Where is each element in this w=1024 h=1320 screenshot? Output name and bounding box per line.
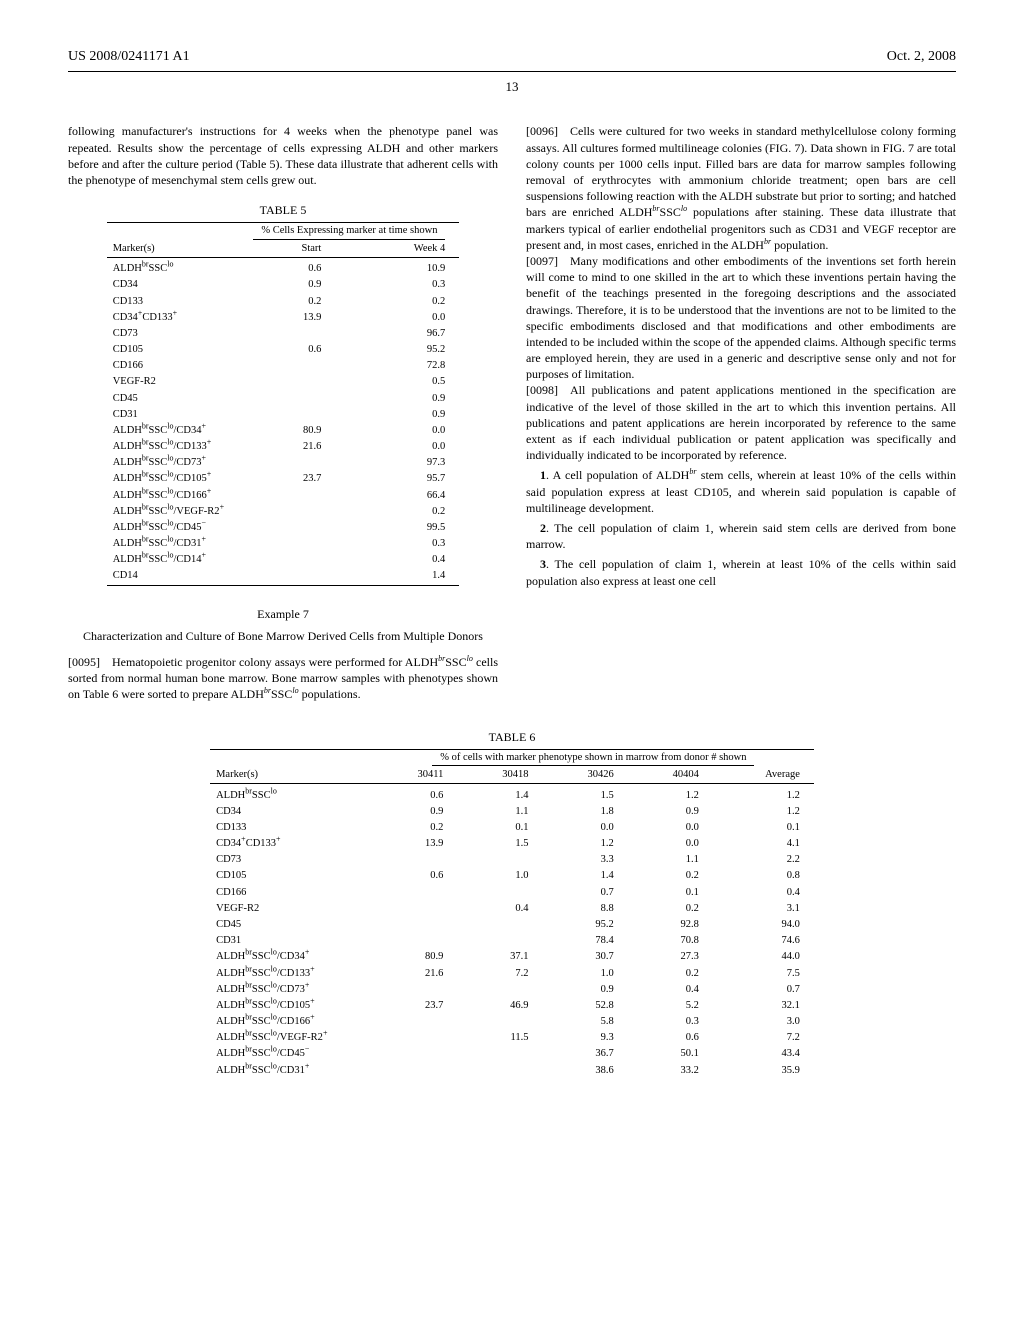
table5: % Cells Expressing marker at time shown … xyxy=(107,222,460,587)
example7-subtitle: Characterization and Culture of Bone Mar… xyxy=(68,628,498,644)
table5-group-header: % Cells Expressing marker at time shown xyxy=(253,224,445,239)
table-row: CD310.9 xyxy=(107,407,460,423)
table5-title: TABLE 5 xyxy=(68,202,498,218)
table6-group-header: % of cells with marker phenotype shown i… xyxy=(432,751,754,766)
claim-2: 2. The cell population of claim 1, where… xyxy=(526,520,956,552)
table-row: CD1330.20.10.00.00.1 xyxy=(210,820,814,836)
table-row: CD34+CD133+13.90.0 xyxy=(107,310,460,326)
table-row: CD450.9 xyxy=(107,391,460,407)
paragraph-0096: [0096] Cells were cultured for two weeks… xyxy=(526,123,956,253)
table-row: ALDHbrSSClo0.61.41.51.21.2 xyxy=(210,788,814,804)
table-row: CD733.31.12.2 xyxy=(210,852,814,868)
table-row: ALDHbrSSClo/VEGF-R2+11.59.30.67.2 xyxy=(210,1030,814,1046)
table-row: ALDHbrSSClo/CD166+66.4 xyxy=(107,488,460,504)
claim-1: 1. A cell population of ALDHbr stem cell… xyxy=(526,467,956,516)
table-row: ALDHbrSSClo/CD31+0.3 xyxy=(107,536,460,552)
table-row: ALDHbrSSClo/CD34+80.937.130.727.344.0 xyxy=(210,949,814,965)
table-row: CD7396.7 xyxy=(107,326,460,342)
table-row: ALDHbrSSClo/CD133+21.60.0 xyxy=(107,439,460,455)
table-row: CD1660.70.10.4 xyxy=(210,885,814,901)
right-column: [0096] Cells were cultured for two weeks… xyxy=(526,123,956,702)
paragraph-0098: [0098] All publications and patent appli… xyxy=(526,382,956,463)
table-row: CD340.90.3 xyxy=(107,277,460,293)
table5-col2: Start xyxy=(240,241,336,258)
page-number: 13 xyxy=(68,78,956,96)
table-row: ALDHbrSSClo/VEGF-R2+0.2 xyxy=(107,504,460,520)
paragraph-0097: [0097] Many modifications and other embo… xyxy=(526,253,956,383)
claim-3: 3. The cell population of claim 1, where… xyxy=(526,556,956,588)
publication-date: Oct. 2, 2008 xyxy=(887,48,956,67)
table6: % of cells with marker phenotype shown i… xyxy=(210,749,814,1079)
two-column-layout: following manufacturer's instructions fo… xyxy=(68,123,956,702)
table-row: ALDHbrSSClo/CD73+97.3 xyxy=(107,455,460,471)
table-row: CD1050.61.01.40.20.8 xyxy=(210,868,814,884)
table-row: ALDHbrSSClo/CD105+23.795.7 xyxy=(107,471,460,487)
table-row: ALDHbrSSClo/CD31+38.633.235.9 xyxy=(210,1063,814,1079)
table-row: CD4595.292.894.0 xyxy=(210,917,814,933)
table-row: ALDHbrSSClo/CD105+23.746.952.85.232.1 xyxy=(210,998,814,1014)
table-row: ALDHbrSSClo/CD45−99.5 xyxy=(107,520,460,536)
table-row: ALDHbrSSClo/CD73+0.90.40.7 xyxy=(210,982,814,998)
example7-title: Example 7 xyxy=(68,606,498,622)
table-row: VEGF-R20.5 xyxy=(107,374,460,390)
publication-number: US 2008/0241171 A1 xyxy=(68,48,190,67)
table-row: CD141.4 xyxy=(107,568,460,585)
table-row: ALDHbrSSClo/CD14+0.4 xyxy=(107,552,460,568)
page-header: US 2008/0241171 A1 Oct. 2, 2008 xyxy=(68,48,956,72)
table-row: CD340.91.11.80.91.2 xyxy=(210,804,814,820)
table-row: CD3178.470.874.6 xyxy=(210,933,814,949)
table-row: ALDHbrSSClo/CD45−36.750.143.4 xyxy=(210,1046,814,1062)
table6-title: TABLE 6 xyxy=(68,729,956,745)
paragraph-continuation: following manufacturer's instructions fo… xyxy=(68,123,498,188)
left-column: following manufacturer's instructions fo… xyxy=(68,123,498,702)
table-row: ALDHbrSSClo/CD166+5.80.33.0 xyxy=(210,1014,814,1030)
table-row: VEGF-R20.48.80.23.1 xyxy=(210,901,814,917)
table-row: ALDHbrSSClo/CD34+80.90.0 xyxy=(107,423,460,439)
paragraph-0095: [0095] Hematopoietic progenitor colony a… xyxy=(68,654,498,703)
table-row: CD34+CD133+13.91.51.20.04.1 xyxy=(210,836,814,852)
table-row: ALDHbrSSClo/CD133+21.67.21.00.27.5 xyxy=(210,966,814,982)
table5-col1: Marker(s) xyxy=(107,241,240,258)
table-row: CD1050.695.2 xyxy=(107,342,460,358)
table5-col3: Week 4 xyxy=(335,241,459,258)
table-row: CD1330.20.2 xyxy=(107,294,460,310)
table-row: CD16672.8 xyxy=(107,358,460,374)
table-row: ALDHbrSSClo0.610.9 xyxy=(107,261,460,277)
